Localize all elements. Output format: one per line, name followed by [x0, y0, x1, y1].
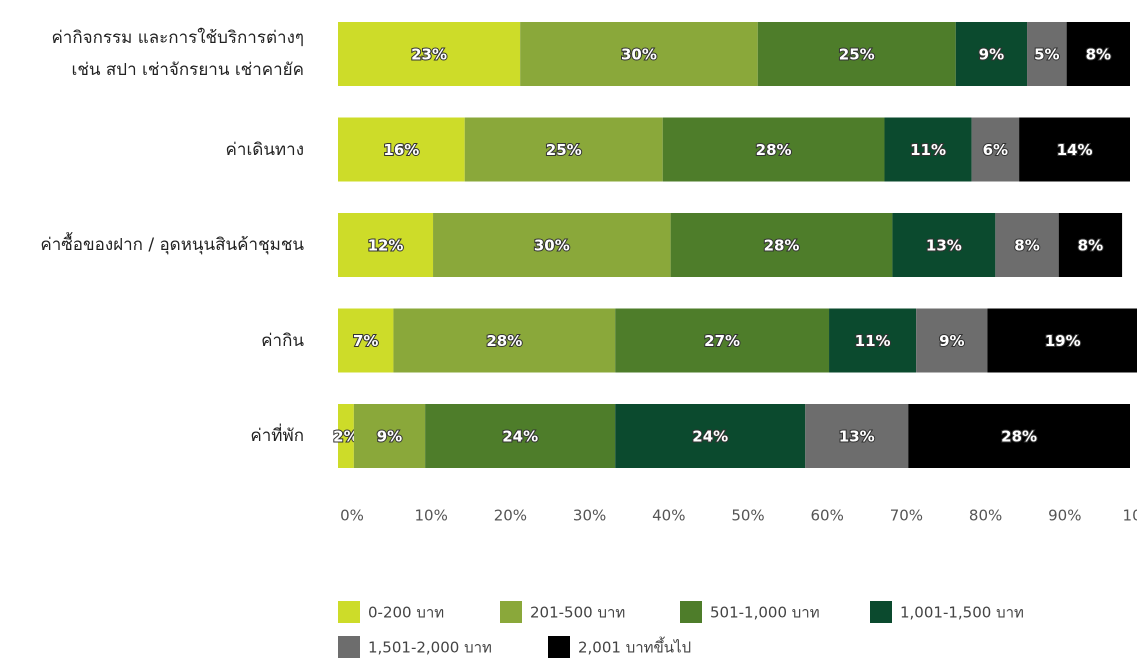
bar-segment	[805, 404, 909, 468]
bar-segment	[971, 117, 1020, 182]
x-tick-label: 40%	[652, 507, 685, 525]
bar-segment	[995, 213, 1059, 277]
x-tick-label: 10%	[415, 507, 448, 525]
bar-segment	[955, 22, 1028, 86]
bar-segment	[393, 308, 616, 373]
bar-segment	[1019, 117, 1130, 182]
bar-segment	[908, 404, 1130, 468]
bar-segment	[338, 404, 354, 468]
legend-swatch	[500, 601, 522, 623]
legend-label: 201-500 บาท	[530, 604, 625, 622]
value-label: 30%	[534, 237, 570, 255]
bar-segment	[464, 117, 663, 182]
legend-swatch	[548, 636, 570, 658]
value-label: 27%	[704, 332, 740, 350]
bar-segment	[829, 308, 917, 373]
value-label: 8%	[1086, 46, 1111, 64]
bar-segment	[338, 117, 465, 182]
value-label: 28%	[756, 141, 792, 159]
value-label: 9%	[377, 428, 402, 446]
value-label: 28%	[1001, 428, 1037, 446]
bar-segment	[757, 22, 956, 86]
legend-swatch	[680, 601, 702, 623]
bar-segment	[615, 404, 806, 468]
x-tick-label: 20%	[494, 507, 527, 525]
legend-swatch	[870, 601, 892, 623]
legend-label: 1,501-2,000 บาท	[368, 639, 492, 657]
bar-segment	[353, 404, 426, 468]
category-label: ค่าซื้อของฝาก / อุดหนุนสินค้าชุมชน	[40, 235, 304, 255]
bar-segment	[892, 213, 996, 277]
value-label: 9%	[979, 46, 1004, 64]
x-tick-label: 60%	[811, 507, 844, 525]
value-label: 8%	[1078, 237, 1103, 255]
bar-segment	[987, 308, 1137, 373]
value-label: 23%	[411, 46, 447, 64]
value-label: 12%	[368, 237, 404, 255]
bar-segment	[338, 308, 394, 373]
value-label: 16%	[383, 141, 419, 159]
legend-label: 0-200 บาท	[368, 604, 444, 622]
bar-segment	[884, 117, 972, 182]
bar-segment	[520, 22, 758, 86]
value-label: 24%	[502, 428, 538, 446]
value-label: 30%	[621, 46, 657, 64]
value-label: 25%	[546, 141, 582, 159]
legend-swatch	[338, 601, 360, 623]
value-label: 9%	[939, 332, 964, 350]
value-label: 5%	[1034, 46, 1059, 64]
value-label: 13%	[926, 237, 962, 255]
value-label: 28%	[764, 237, 800, 255]
legend-label: 1,001-1,500 บาท	[900, 604, 1024, 622]
value-label: 24%	[692, 428, 728, 446]
bar-segment	[338, 22, 521, 86]
value-label: 11%	[910, 141, 946, 159]
bar-segment	[662, 117, 885, 182]
value-label: 14%	[1057, 141, 1093, 159]
bar-segment	[670, 213, 893, 277]
bar-segment	[338, 213, 434, 277]
legend-swatch	[338, 636, 360, 658]
x-tick-label: 70%	[890, 507, 923, 525]
value-label: 13%	[839, 428, 875, 446]
value-label: 7%	[353, 332, 378, 350]
bar-segment	[916, 308, 988, 373]
category-label: ค่ากิน	[261, 330, 304, 351]
x-tick-label: 90%	[1048, 507, 1081, 525]
bar-segment	[615, 308, 830, 373]
bar-segment	[425, 404, 616, 468]
x-tick-label: 50%	[731, 507, 764, 525]
value-label: 8%	[1014, 237, 1039, 255]
legend-label: 501-1,000 บาท	[710, 604, 820, 622]
value-label: 25%	[839, 46, 875, 64]
value-label: 11%	[855, 332, 891, 350]
x-tick-label: 80%	[969, 507, 1002, 525]
bar-segment	[1027, 22, 1067, 86]
x-tick-label: 0%	[340, 507, 364, 525]
bar-segment	[433, 213, 671, 277]
category-label: ค่าที่พัก	[250, 426, 304, 446]
value-label: 6%	[983, 141, 1008, 159]
bar-segment	[1066, 22, 1130, 86]
x-tick-label: 30%	[573, 507, 606, 525]
value-label: 28%	[486, 332, 522, 350]
legend-label: 2,001 บาทขึ้นไป	[578, 637, 691, 657]
x-tick-label: 100%	[1123, 507, 1137, 525]
value-label: 19%	[1045, 332, 1081, 350]
bar-segment	[1058, 213, 1123, 277]
category-label: ค่าเดินทาง	[225, 139, 304, 160]
value-label: 2%	[333, 428, 358, 446]
category-label: ค่ากิจกรรม และการใช้บริการต่างๆ เช่น สปา…	[51, 28, 304, 80]
